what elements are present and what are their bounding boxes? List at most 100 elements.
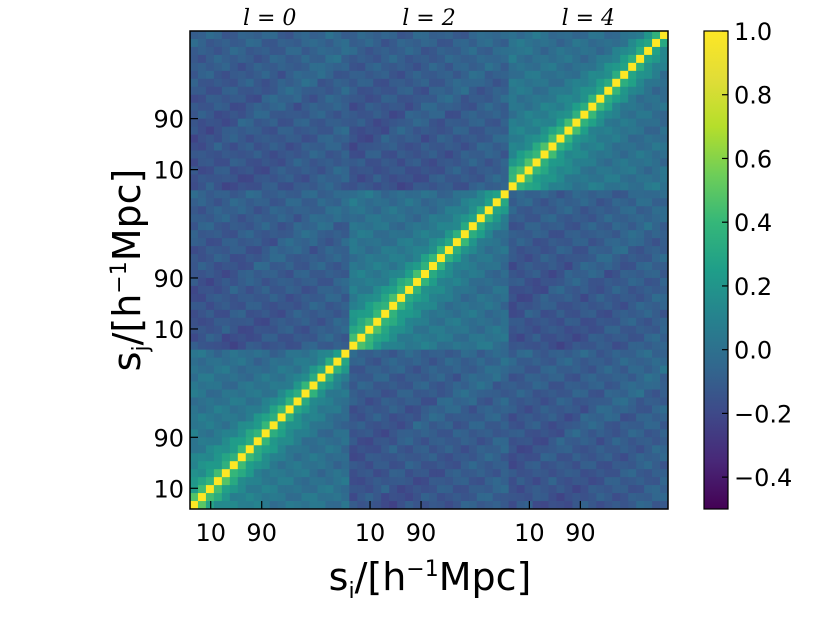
heatmap-cell [237,190,247,199]
heatmap-cell [524,469,533,478]
heatmap-cell [341,285,350,295]
heatmap-cell [620,365,629,374]
heatmap-cell [413,86,422,96]
heatmap-cell [532,190,541,199]
heatmap-cell [588,445,597,454]
heatmap-cell [277,134,286,143]
heatmap-cell [444,62,454,72]
heatmap-cell [540,309,549,319]
heatmap-cell [596,317,605,327]
heatmap-cell [612,461,621,470]
heatmap-cell [636,142,645,151]
heatmap-cell [628,46,637,56]
heatmap-cell [596,166,605,175]
heatmap-cell [436,485,446,494]
heatmap-cell [564,349,573,359]
heatmap-cell [349,309,358,319]
heatmap-cell [237,206,247,215]
heatmap-cell [620,78,629,88]
heatmap-cell [604,174,613,183]
heatmap-cell [237,142,247,151]
heatmap-cell [229,485,239,494]
heatmap-cell [572,317,581,327]
heatmap-cell [317,429,326,438]
heatmap-cell [636,389,645,398]
heatmap-cell [229,381,239,390]
heatmap-cell [205,381,215,390]
heatmap-cell [301,389,310,398]
heatmap-cell [508,190,518,199]
heatmap-cell [349,325,358,335]
heatmap-cell [644,118,653,127]
heatmap-cell [516,254,525,263]
heatmap-cell [253,230,263,239]
heatmap-cell [405,110,414,120]
heatmap-cell [229,270,239,279]
heatmap-cell [596,230,605,239]
heatmap-cell [309,134,318,143]
heatmap-cell [460,262,470,271]
heatmap-cell [237,397,247,406]
heatmap-cell [205,285,215,295]
heatmap-cell [548,238,557,247]
heatmap-cell [532,461,541,470]
heatmap-cell [381,70,390,80]
heatmap-cell [628,54,637,64]
heatmap-cell [524,301,533,311]
heatmap-cell [508,134,518,143]
heatmap-cell [628,405,637,414]
heatmap-cell [644,158,653,167]
heatmap-cell [293,94,302,104]
heatmap-cell [333,70,342,80]
heatmap-cell [476,485,486,494]
heatmap-cell [516,158,525,167]
heatmap-cell [444,389,454,398]
heatmap-cell [588,86,597,96]
heatmap-cell [269,246,279,255]
heatmap-cell [237,381,247,390]
heatmap-cell [476,190,486,199]
heatmap-cell [484,230,494,239]
heatmap-cell [460,142,470,151]
heatmap-cell [197,86,207,96]
heatmap-cell [644,397,653,406]
heatmap-cell [508,54,518,64]
heatmap-cell [245,429,255,438]
heatmap-cell [468,309,478,319]
heatmap-cell [596,485,605,494]
heatmap-cell [277,341,286,351]
heatmap-cell [325,349,334,359]
heatmap-cell [572,230,581,239]
heatmap-cell [580,31,589,40]
heatmap-cell [429,86,438,96]
heatmap-cell [365,54,374,64]
heatmap-cell [261,373,271,382]
heatmap-cell [269,285,279,295]
heatmap-cell [285,317,294,327]
heatmap-cell [357,110,366,120]
heatmap-cell [397,142,406,151]
heatmap-cell [381,214,390,223]
heatmap-cell [373,445,382,454]
heatmap-cell [269,317,279,327]
heatmap-cell [205,453,215,462]
heatmap-cell [365,230,374,239]
heatmap-cell [572,341,581,351]
heatmap-cell [636,477,645,486]
heatmap-cell [660,301,669,311]
heatmap-cell [269,333,279,343]
heatmap-cell [468,206,478,215]
heatmap-cell [237,246,247,255]
heatmap-cell [269,158,279,167]
heatmap-cell [652,38,661,48]
heatmap-cell [221,349,231,359]
heatmap-cell [365,206,374,215]
heatmap-cell [253,445,263,454]
heatmap-cell [660,94,669,104]
heatmap-cell [596,254,605,263]
heatmap-cell [341,437,350,446]
heatmap-cell [532,285,541,295]
heatmap-cell [636,325,645,335]
heatmap-cell [357,142,366,151]
heatmap-cell [492,118,502,127]
